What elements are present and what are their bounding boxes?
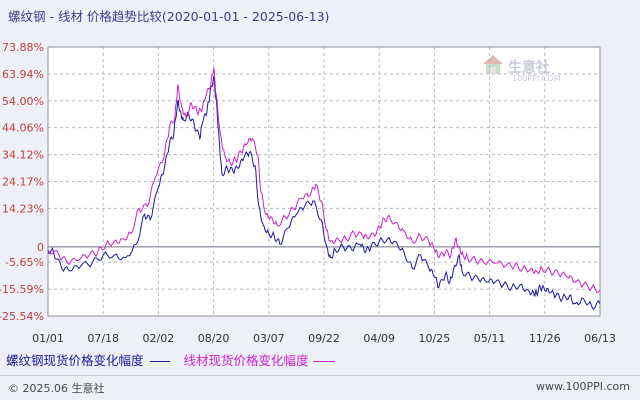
y-tick-label: -25.54% — [0, 310, 44, 323]
y-tick-label: 24.17% — [2, 176, 44, 189]
y-tick-label: 0 — [37, 241, 44, 254]
x-tick-label: 07/18 — [87, 332, 119, 345]
y-tick-label: 54.00% — [2, 95, 44, 108]
x-tick-label: 09/22 — [308, 332, 340, 345]
x-tick-label: 04/09 — [363, 332, 395, 345]
footer-divider — [0, 375, 640, 376]
legend: 螺纹钢现货价格变化幅度 线材现货价格变化幅度 — [6, 350, 335, 369]
footer-copyright: © 2025.06 生意社 — [8, 382, 105, 395]
x-tick-label: 11/26 — [529, 332, 561, 345]
grid-lines — [47, 46, 601, 317]
y-tick-label: 34.12% — [2, 149, 44, 162]
legend-series1-swatch — [149, 361, 170, 362]
x-tick-label: 10/25 — [419, 332, 451, 345]
series-line-rebar — [47, 76, 601, 311]
y-tick-label: 14.23% — [2, 202, 44, 215]
x-tick-label: 03/07 — [253, 332, 285, 345]
x-tick-label: 06/13 — [584, 332, 616, 345]
chart-title: 螺纹钢 - 线材 价格趋势比较(2020-01-01 - 2025-06-13) — [8, 9, 330, 24]
y-tick-label: -15.59% — [0, 283, 44, 296]
x-tick-label: 05/11 — [474, 332, 506, 345]
tick-labels: 73.88% 63.94% 54.00% 44.06% 34.12% 24.17% 14.2… — [0, 41, 616, 345]
series-lines — [47, 68, 601, 311]
watermark-name: 生意社 — [508, 60, 550, 76]
x-tick-label: 01/01 — [32, 332, 64, 345]
y-tick-label: 44.06% — [2, 122, 44, 135]
house-icon — [483, 55, 503, 74]
footer-site-link[interactable]: www.100PPI.com — [536, 380, 630, 393]
watermark-url: 100PPI.COM — [512, 74, 561, 83]
legend-series1-label: 螺纹钢现货价格变化幅度 — [6, 353, 144, 368]
y-tick-label: -5.65% — [5, 256, 44, 269]
watermark-logo: 生意社 100PPI.COM — [480, 52, 561, 83]
y-tick-label: 63.94% — [2, 68, 44, 81]
legend-series2-swatch — [312, 361, 335, 362]
legend-series2-label: 线材现货价格变化幅度 — [183, 353, 309, 368]
x-tick-label: 02/02 — [143, 332, 175, 345]
series-line-wire-rod — [47, 68, 601, 293]
plot-frame — [47, 46, 601, 317]
x-tick-label: 08/20 — [198, 332, 230, 345]
y-tick-label: 73.88% — [2, 41, 44, 54]
